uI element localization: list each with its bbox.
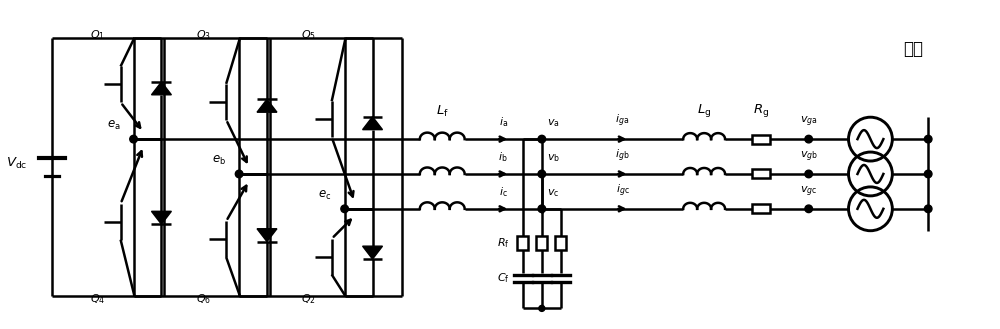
- Text: $i_{g\rm b}$: $i_{g\rm b}$: [615, 148, 630, 164]
- Text: $Q_{3}$: $Q_{3}$: [196, 28, 211, 41]
- Text: $Q_{5}$: $Q_{5}$: [301, 28, 316, 41]
- Text: $Q_{4}$: $Q_{4}$: [90, 292, 105, 306]
- Text: $Q_{6}$: $Q_{6}$: [196, 292, 211, 306]
- Text: $e_{\rm b}$: $e_{\rm b}$: [212, 154, 226, 167]
- Text: $C_{\rm f}$: $C_{\rm f}$: [497, 272, 509, 286]
- Circle shape: [805, 170, 812, 178]
- Polygon shape: [151, 82, 171, 95]
- Circle shape: [341, 205, 348, 213]
- Text: $L_{\rm g}$: $L_{\rm g}$: [697, 102, 711, 119]
- Circle shape: [130, 135, 137, 143]
- Circle shape: [539, 305, 545, 311]
- Text: $Q_{2}$: $Q_{2}$: [301, 292, 316, 306]
- Text: 电网: 电网: [903, 39, 923, 58]
- Bar: [555, 236, 566, 250]
- Circle shape: [538, 135, 546, 143]
- Text: $v_{\rm a}$: $v_{\rm a}$: [547, 117, 559, 129]
- Text: $i_{g\rm c}$: $i_{g\rm c}$: [616, 183, 629, 199]
- Text: $i_{\rm a}$: $i_{\rm a}$: [499, 115, 508, 129]
- Text: $v_{g\rm a}$: $v_{g\rm a}$: [800, 115, 818, 129]
- Text: $e_{\rm a}$: $e_{\rm a}$: [107, 119, 121, 132]
- Bar: [752, 169, 770, 178]
- Circle shape: [235, 170, 243, 178]
- Polygon shape: [363, 117, 382, 130]
- Text: $v_{g\rm b}$: $v_{g\rm b}$: [800, 150, 818, 164]
- Text: $e_{\rm c}$: $e_{\rm c}$: [318, 189, 332, 202]
- Circle shape: [924, 205, 932, 213]
- Text: $i_{g\rm a}$: $i_{g\rm a}$: [615, 113, 630, 129]
- Text: $L_{\rm f}$: $L_{\rm f}$: [436, 104, 449, 119]
- Circle shape: [805, 205, 812, 213]
- Polygon shape: [257, 229, 277, 242]
- Text: $R_{\rm g}$: $R_{\rm g}$: [753, 102, 769, 119]
- Text: $v_{g\rm c}$: $v_{g\rm c}$: [800, 185, 817, 199]
- Bar: [517, 236, 528, 250]
- Polygon shape: [151, 211, 171, 224]
- Bar: [752, 204, 770, 213]
- Bar: [536, 236, 547, 250]
- Circle shape: [538, 170, 546, 178]
- Circle shape: [924, 135, 932, 143]
- Polygon shape: [363, 246, 382, 259]
- Text: $Q_{1}$: $Q_{1}$: [90, 28, 105, 41]
- Circle shape: [924, 170, 932, 178]
- Text: $R_{\rm f}$: $R_{\rm f}$: [497, 236, 509, 250]
- Text: $V_{\rm dc}$: $V_{\rm dc}$: [6, 156, 28, 170]
- Polygon shape: [257, 99, 277, 112]
- Circle shape: [538, 205, 546, 213]
- Text: $v_{\rm b}$: $v_{\rm b}$: [547, 152, 560, 164]
- Text: $v_{\rm c}$: $v_{\rm c}$: [547, 187, 559, 199]
- Circle shape: [805, 135, 812, 143]
- Text: $i_{\rm b}$: $i_{\rm b}$: [498, 150, 508, 164]
- Text: $i_{\rm c}$: $i_{\rm c}$: [499, 185, 508, 199]
- Bar: [752, 135, 770, 143]
